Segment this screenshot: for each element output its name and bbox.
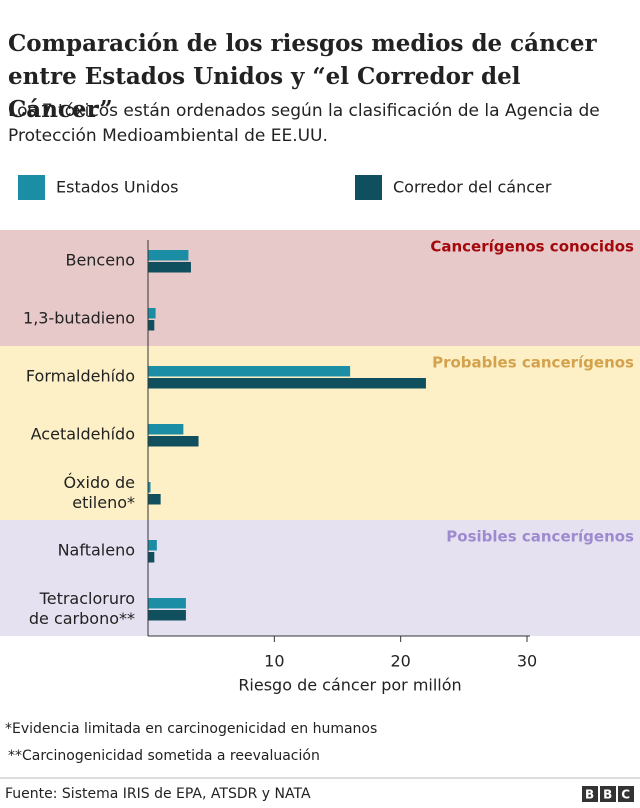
bar <box>148 482 151 493</box>
category-label: 1,3-butadieno <box>23 309 135 328</box>
bar <box>148 250 189 261</box>
bar <box>148 366 351 377</box>
bar <box>148 610 186 621</box>
bar <box>148 424 184 435</box>
bar <box>148 436 199 447</box>
bar <box>148 598 186 609</box>
logo-box <box>618 786 634 802</box>
category-label: Acetaldehído <box>31 425 135 444</box>
category-label: Tetracloruro de carbono** <box>29 589 135 628</box>
group-label: Cancerígenos conocidos <box>430 238 634 256</box>
legend-label: Corredor del cáncer <box>393 178 552 197</box>
footnote: *Evidencia limitada en carcinogenicidad … <box>5 721 377 737</box>
category-label: Benceno <box>65 251 135 270</box>
bar <box>148 308 156 319</box>
bar <box>148 262 191 273</box>
x-tick-label: 10 <box>264 652 284 671</box>
bar <box>148 552 155 563</box>
group-label: Probables cancerígenos <box>432 354 634 372</box>
x-tick-label: 30 <box>517 652 537 671</box>
category-label: Óxido de etileno* <box>63 473 135 512</box>
x-axis-label: Riesgo de cáncer por millón <box>238 676 461 695</box>
source: Fuente: Sistema IRIS de EPA, ATSDR y NAT… <box>5 786 311 802</box>
chart-subtitle: Los 7 tóxicos están ordenados según la c… <box>8 101 600 146</box>
legend-swatch <box>18 175 45 200</box>
logo-box <box>582 786 598 802</box>
bar <box>148 378 426 389</box>
group-band <box>0 520 640 636</box>
bar <box>148 494 161 505</box>
category-label: Formaldehído <box>26 367 135 386</box>
legend-swatch <box>355 175 382 200</box>
x-tick-label: 20 <box>390 652 410 671</box>
group-label: Posibles cancerígenos <box>446 528 634 546</box>
bar <box>148 320 155 331</box>
legend-label: Estados Unidos <box>56 178 178 197</box>
category-label: Naftaleno <box>58 541 135 560</box>
footnote: **Carcinogenicidad sometida a reevaluaci… <box>8 748 320 764</box>
bar <box>148 540 157 551</box>
chart-title: Comparación de los riesgos medios de cán… <box>8 30 597 123</box>
group-band <box>0 230 640 346</box>
logo-box <box>600 786 616 802</box>
logo: BBC <box>585 788 639 802</box>
